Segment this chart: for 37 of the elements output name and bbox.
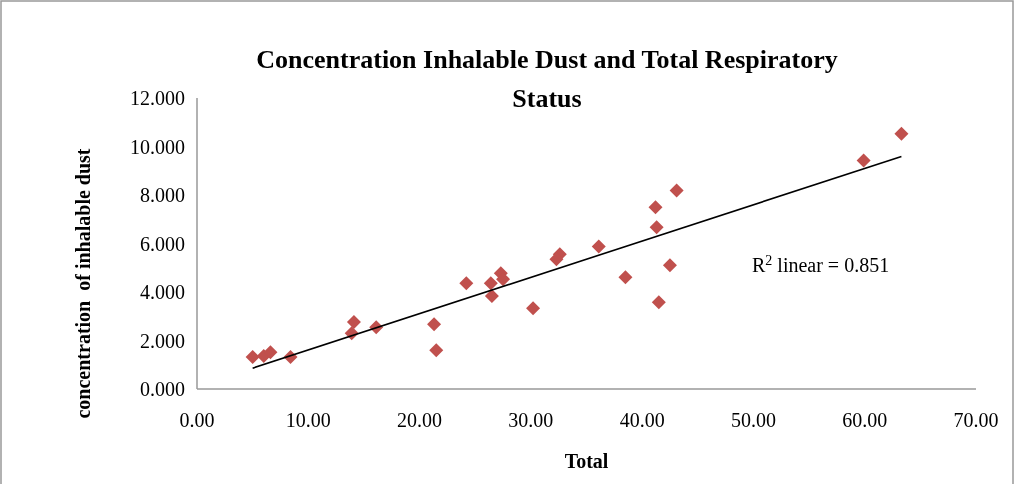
point	[669, 183, 684, 198]
x-axis-title: Total	[564, 450, 609, 472]
y-tick-label: 0.000	[140, 378, 185, 400]
point	[591, 239, 606, 254]
x-tick-label: 50.00	[730, 409, 776, 431]
point	[346, 315, 361, 330]
y-tick-label: 6.000	[140, 232, 185, 255]
x-tick-label: 30.00	[508, 409, 554, 431]
y-tick-label: 4.000	[140, 281, 185, 303]
point	[245, 349, 260, 364]
y-axis-title: concentration of inhalable dust	[72, 148, 94, 419]
point	[427, 317, 442, 332]
point	[618, 270, 633, 285]
point	[483, 276, 498, 291]
x-tick-label: 0.00	[179, 409, 215, 431]
point	[651, 295, 666, 310]
point	[526, 301, 541, 316]
y-tick-label: 8.000	[140, 184, 185, 206]
x-tick-label: 40.00	[619, 409, 665, 431]
x-tick-label: 10.00	[285, 409, 331, 431]
x-tick-label: 60.00	[842, 409, 888, 431]
x-tick-label: 20.00	[397, 409, 443, 431]
annotation: R$^{2}$ linear = 0.851	[752, 252, 890, 276]
point	[662, 258, 677, 273]
y-tick-label: 12.000	[130, 87, 185, 109]
point	[459, 276, 474, 291]
point	[429, 343, 444, 358]
point	[648, 200, 663, 215]
point	[894, 126, 909, 141]
point	[649, 220, 664, 235]
y-tick-label: 10.000	[130, 135, 185, 158]
point	[856, 153, 871, 168]
point	[263, 345, 278, 360]
chart-title: Concentration Inhalable Dust and Total Respiratory Status	[256, 45, 838, 113]
x-tick-label: 70.00	[953, 409, 999, 431]
point	[484, 289, 499, 304]
y-tick-label: 2.000	[140, 329, 185, 352]
